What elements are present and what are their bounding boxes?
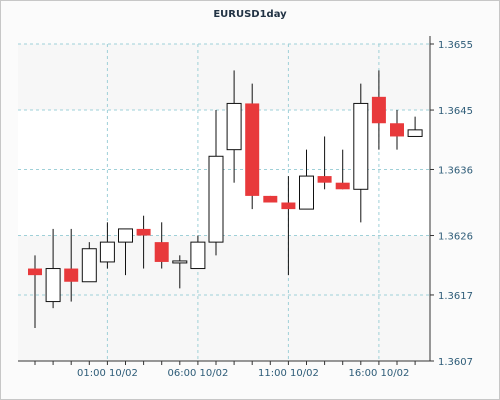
candle-body-bearish — [154, 242, 169, 262]
x-tick-label: 06:00 10/02 — [167, 368, 228, 379]
candle-body-bearish — [136, 228, 151, 236]
y-tick-label: 1.3636 — [438, 165, 473, 176]
candle-body-bearish — [335, 182, 350, 190]
candle-body-bearish — [281, 202, 296, 210]
candle-body-bullish — [208, 155, 224, 243]
candle-body-bearish — [317, 176, 332, 183]
candle-body-bullish — [172, 260, 188, 264]
candle-body-bearish — [263, 195, 278, 203]
candle-body-bullish — [99, 241, 115, 263]
y-tick-label: 1.3655 — [438, 40, 473, 51]
x-tick-label: 11:00 10/02 — [258, 368, 319, 379]
candle-body-bullish — [353, 102, 369, 190]
candle-body-bearish — [390, 123, 404, 137]
candle-body-bullish — [407, 129, 423, 137]
x-tick-label: 01:00 10/02 — [77, 368, 138, 379]
candle-body-bullish — [226, 102, 242, 151]
candle-body-bearish — [371, 96, 386, 124]
y-tick-label: 1.3626 — [438, 232, 473, 243]
candle-body-bearish — [64, 268, 79, 282]
candle-body-bullish — [118, 228, 133, 243]
candle-body-bullish — [45, 268, 61, 303]
y-tick-label: 1.3607 — [438, 357, 473, 368]
candle-body-bullish — [190, 241, 206, 270]
candle-body-bullish — [81, 248, 97, 283]
y-tick-label: 1.3645 — [438, 106, 473, 117]
x-tick-label: 16:00 10/02 — [348, 368, 409, 379]
candle-body-bearish — [245, 103, 260, 196]
y-tick-label: 1.3617 — [438, 291, 473, 302]
candle-body-bearish — [28, 268, 42, 276]
chart-title: EURUSD1day — [213, 9, 287, 20]
candle-body-bullish — [299, 175, 314, 210]
